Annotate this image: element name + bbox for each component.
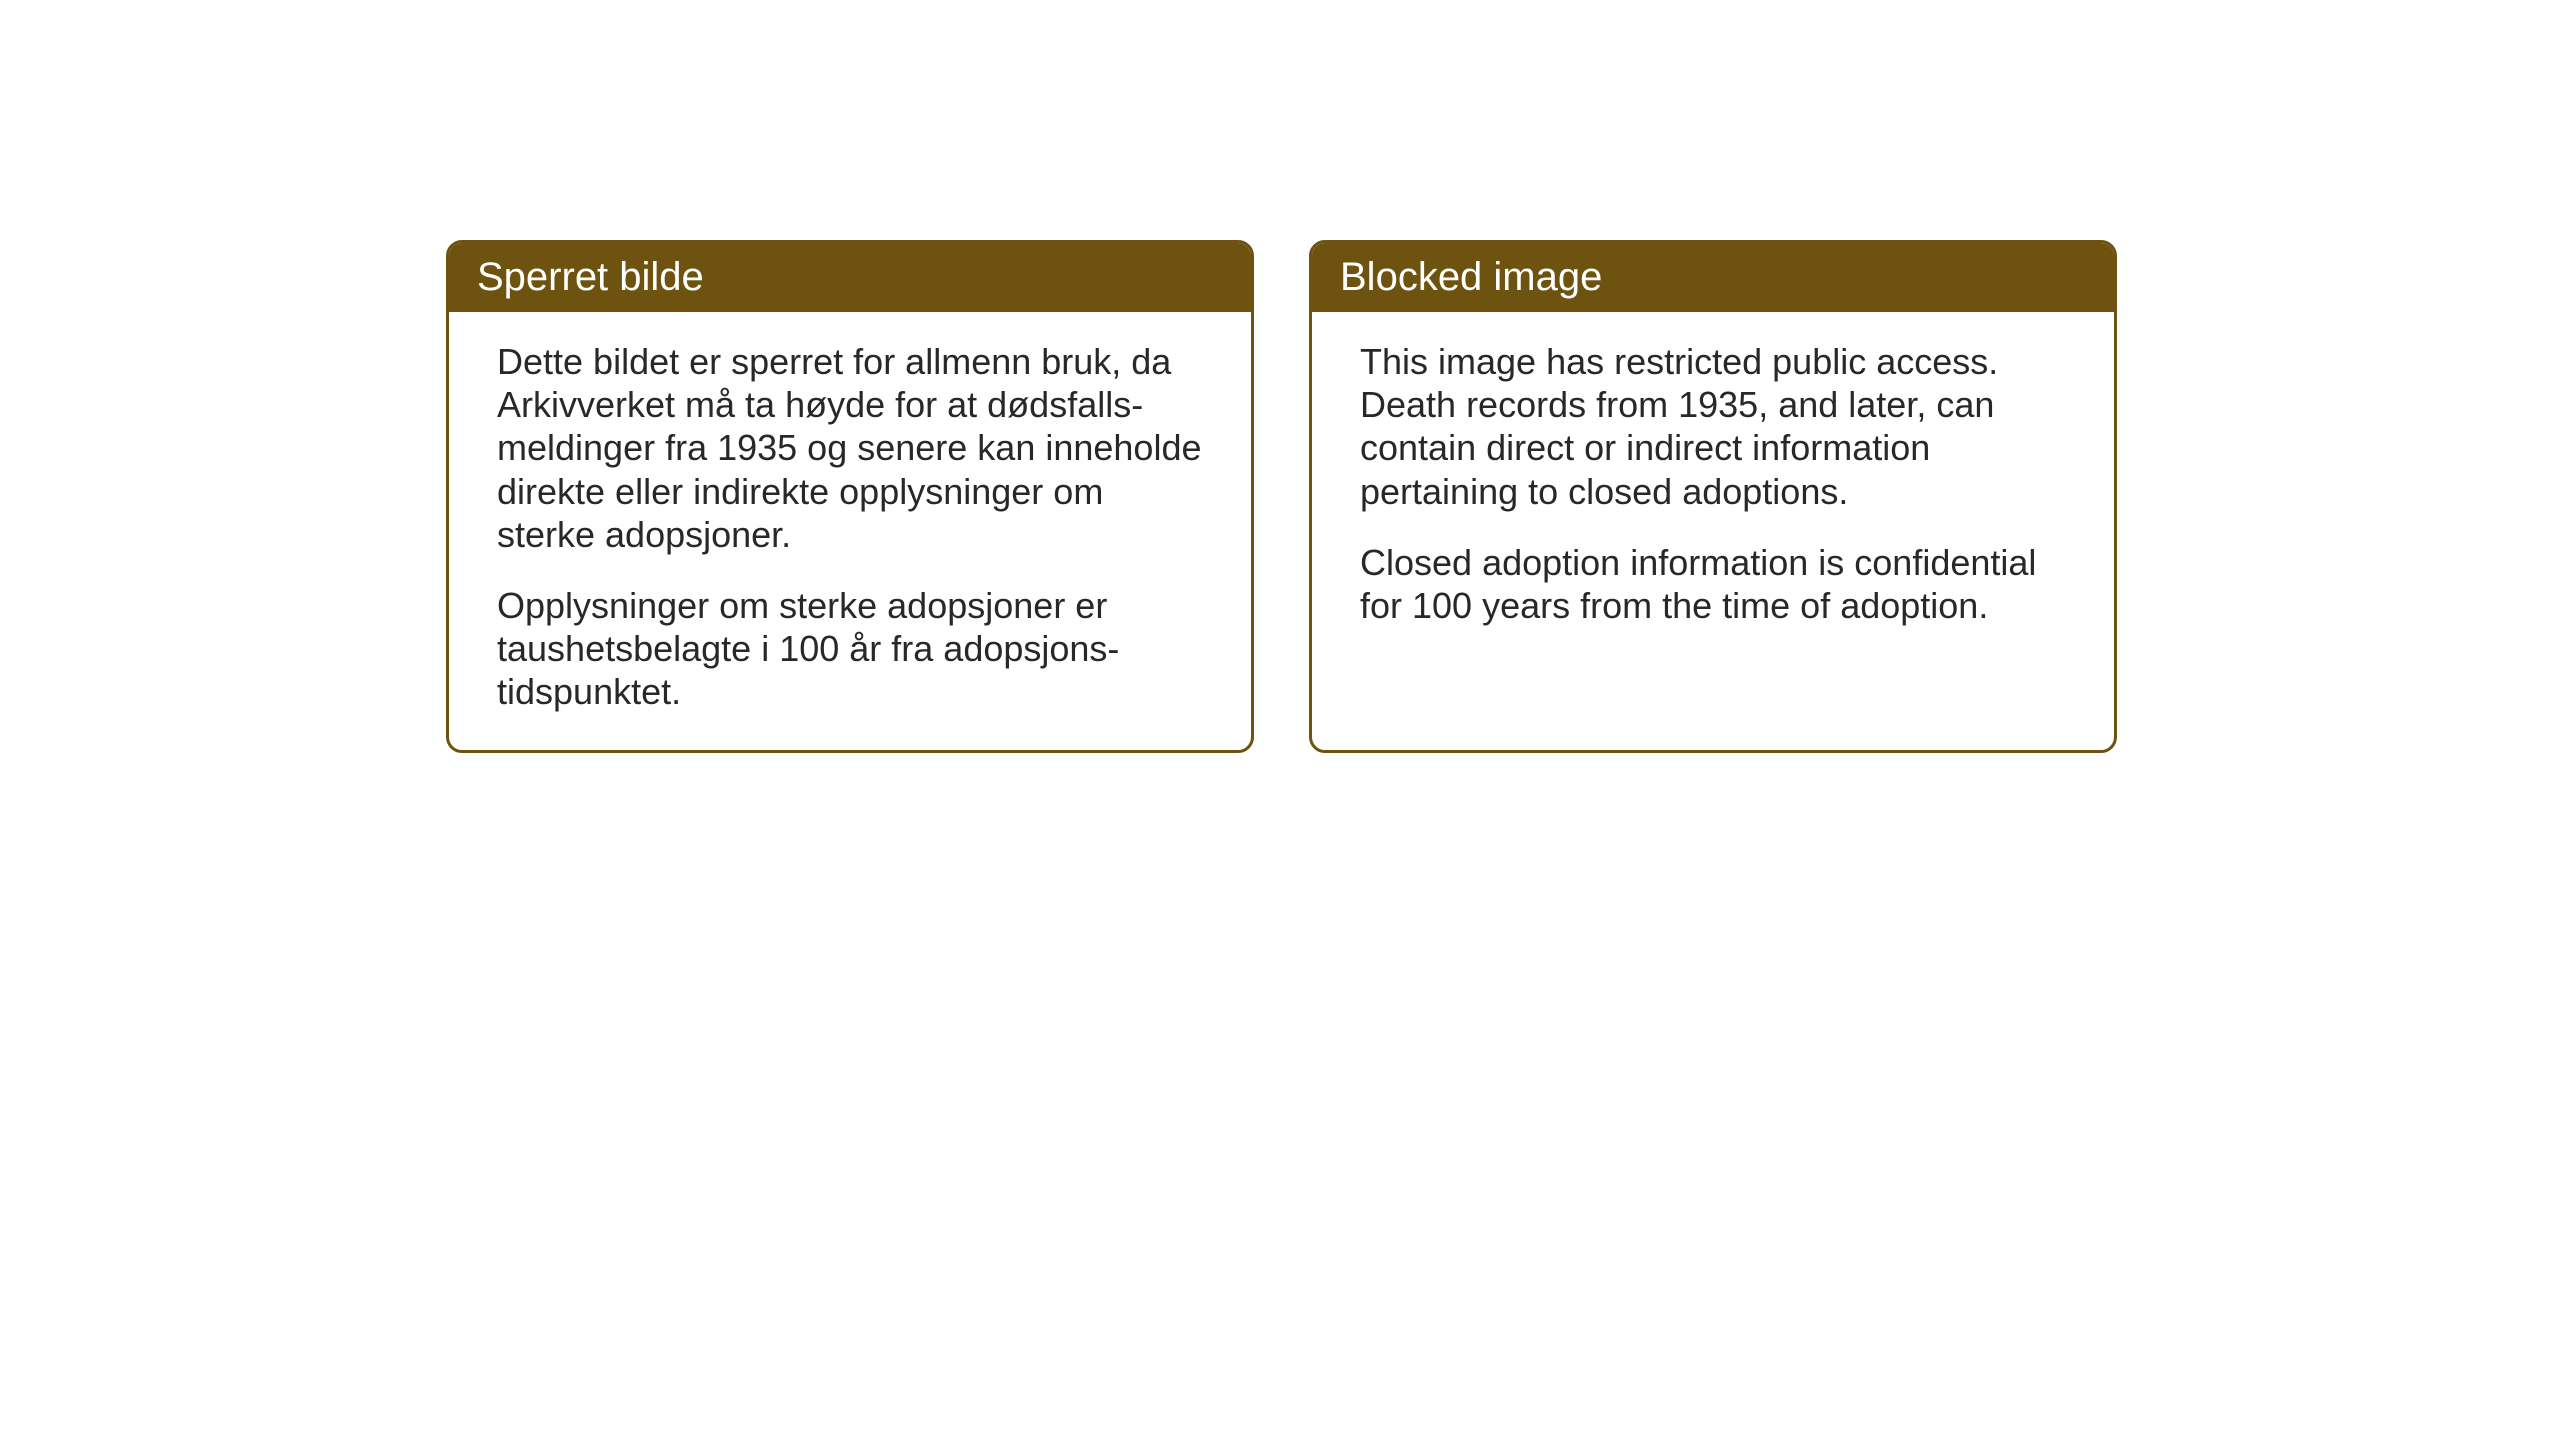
norwegian-notice-card: Sperret bilde Dette bildet er sperret fo… <box>446 240 1254 753</box>
notice-cards-container: Sperret bilde Dette bildet er sperret fo… <box>446 240 2117 753</box>
norwegian-paragraph-2: Opplysninger om sterke adopsjoner er tau… <box>497 584 1203 714</box>
norwegian-card-body: Dette bildet er sperret for allmenn bruk… <box>449 312 1251 750</box>
english-card-body: This image has restricted public access.… <box>1312 312 2114 750</box>
norwegian-paragraph-1: Dette bildet er sperret for allmenn bruk… <box>497 340 1203 556</box>
english-paragraph-2: Closed adoption information is confident… <box>1360 541 2066 627</box>
norwegian-card-title: Sperret bilde <box>449 243 1251 312</box>
english-paragraph-1: This image has restricted public access.… <box>1360 340 2066 513</box>
english-notice-card: Blocked image This image has restricted … <box>1309 240 2117 753</box>
english-card-title: Blocked image <box>1312 243 2114 312</box>
